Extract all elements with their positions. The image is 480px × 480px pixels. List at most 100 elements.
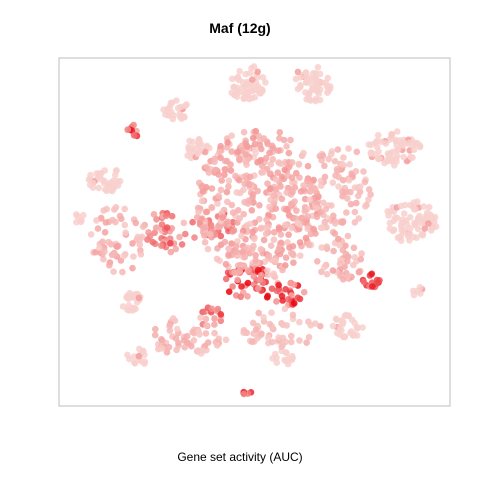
scatter-point-511 <box>254 266 262 274</box>
scatter-point-1099 <box>355 215 363 222</box>
scatter-point-1212 <box>211 329 218 337</box>
scatter-point-273 <box>386 225 394 232</box>
scatter-point-1141 <box>331 157 339 165</box>
scatter-point-585 <box>158 221 166 228</box>
scatter-point-359 <box>119 303 127 310</box>
scatter-point-306 <box>111 183 118 190</box>
scatter-point-1358 <box>321 263 328 271</box>
scatter-point-1165 <box>100 255 107 263</box>
scatter-point-86 <box>324 74 332 82</box>
scatter-point-44 <box>245 95 253 103</box>
scatter-point-1150 <box>317 224 325 231</box>
scatter-point-378 <box>129 304 136 312</box>
scatter-point-1015 <box>217 154 224 162</box>
scatter-point-1303 <box>258 330 265 337</box>
scatter-point-1056 <box>260 169 267 176</box>
scatter-point-1202 <box>139 223 147 230</box>
scatter-point-274 <box>423 213 431 221</box>
scatter-point-1356 <box>329 267 337 274</box>
scatter-point-1257 <box>202 330 210 337</box>
scatter-point-1338 <box>323 270 331 278</box>
scatter-point-1326 <box>318 268 325 276</box>
scatter-point-1370 <box>240 390 248 398</box>
scatter-point-1269 <box>165 343 173 351</box>
scatter-point-941 <box>213 255 221 263</box>
scatter-point-23 <box>228 75 236 83</box>
scatter-point-1207 <box>120 252 127 260</box>
scatter-point-564 <box>217 311 225 318</box>
scatter-point-418 <box>138 357 145 365</box>
scatter-point-444 <box>79 211 87 219</box>
scatter-point-406 <box>336 324 344 332</box>
scatter-point-1149 <box>339 188 346 195</box>
scatter-point-1008 <box>233 189 240 196</box>
scatter-point-1086 <box>321 218 329 226</box>
scatter-point-1131 <box>311 185 319 193</box>
scatter-point-107 <box>312 82 320 89</box>
scatter-point-104 <box>303 78 310 86</box>
scatter-point-246 <box>414 215 422 222</box>
scatter-point-160 <box>410 146 418 153</box>
scatter-point-1318 <box>266 320 274 328</box>
scatter-point-1319 <box>296 318 303 326</box>
scatter-point-1224 <box>151 331 159 339</box>
scatter-point-481 <box>238 283 245 290</box>
scatter-point-1033 <box>294 219 301 226</box>
scatter-point-337 <box>194 150 202 158</box>
scatter-point-1078 <box>321 162 328 170</box>
scatter-point-980 <box>238 232 245 240</box>
scatter-point-45 <box>235 76 243 84</box>
scatter-point-644 <box>285 149 293 157</box>
scatter-point-769 <box>225 183 232 190</box>
scatter-point-1263 <box>172 335 180 342</box>
scatter-point-1050 <box>263 216 270 223</box>
scatter-point-1177 <box>92 248 99 256</box>
scatter-point-1002 <box>249 191 257 198</box>
scatter-point-939 <box>270 270 278 278</box>
scatter-point-1039 <box>304 177 311 185</box>
scatter-point-878 <box>302 234 310 242</box>
scatter-point-966 <box>240 263 248 270</box>
scatter-point-55 <box>314 64 322 71</box>
scatter-point-948 <box>193 214 201 221</box>
scatter-point-384 <box>359 324 366 331</box>
scatter-point-294 <box>110 177 118 184</box>
scatter-point-999 <box>233 248 240 256</box>
scatter-point-132 <box>177 103 185 111</box>
scatter-point-867 <box>306 188 314 195</box>
scatter-point-1351 <box>342 250 350 258</box>
scatter-point-1362 <box>344 272 352 279</box>
scatter-point-549 <box>282 286 289 293</box>
chart-title: Maf (12g) <box>209 20 271 36</box>
scatter-point-519 <box>254 284 262 292</box>
scatter-point-1047 <box>257 157 264 164</box>
scatter-point-270 <box>420 203 428 210</box>
scatter-point-1264 <box>222 336 230 344</box>
scatter-point-1077 <box>343 209 350 216</box>
scatter-point-312 <box>96 172 104 180</box>
scatter-point-1006 <box>265 252 273 259</box>
scatter-point-974 <box>310 176 318 184</box>
scatter-point-804 <box>256 276 264 283</box>
scatter-point-1211 <box>203 322 210 329</box>
scatter-point-1312 <box>240 329 247 337</box>
scatter-point-1045 <box>256 141 264 149</box>
scatter-point-535 <box>275 281 283 289</box>
scatter-point-990 <box>221 171 228 179</box>
scatter-point-190 <box>414 140 421 147</box>
scatter-point-712 <box>218 177 225 184</box>
scatter-point-1073 <box>361 178 369 186</box>
scatter-point-1299 <box>289 311 297 319</box>
scatter-point-1011 <box>199 182 206 190</box>
scatter-point-1192 <box>102 219 110 226</box>
scatter-point-279 <box>409 203 417 211</box>
scatter-point-1128 <box>330 212 337 220</box>
scatter-point-1118 <box>339 218 347 226</box>
scatter-point-793 <box>264 180 271 187</box>
scatter-point-881 <box>216 148 223 156</box>
scatter-point-548 <box>294 294 302 302</box>
scatter-point-932 <box>310 225 317 233</box>
scatter-point-471 <box>368 270 376 278</box>
scatter-point-202 <box>383 157 390 164</box>
scatter-point-919 <box>275 246 283 253</box>
